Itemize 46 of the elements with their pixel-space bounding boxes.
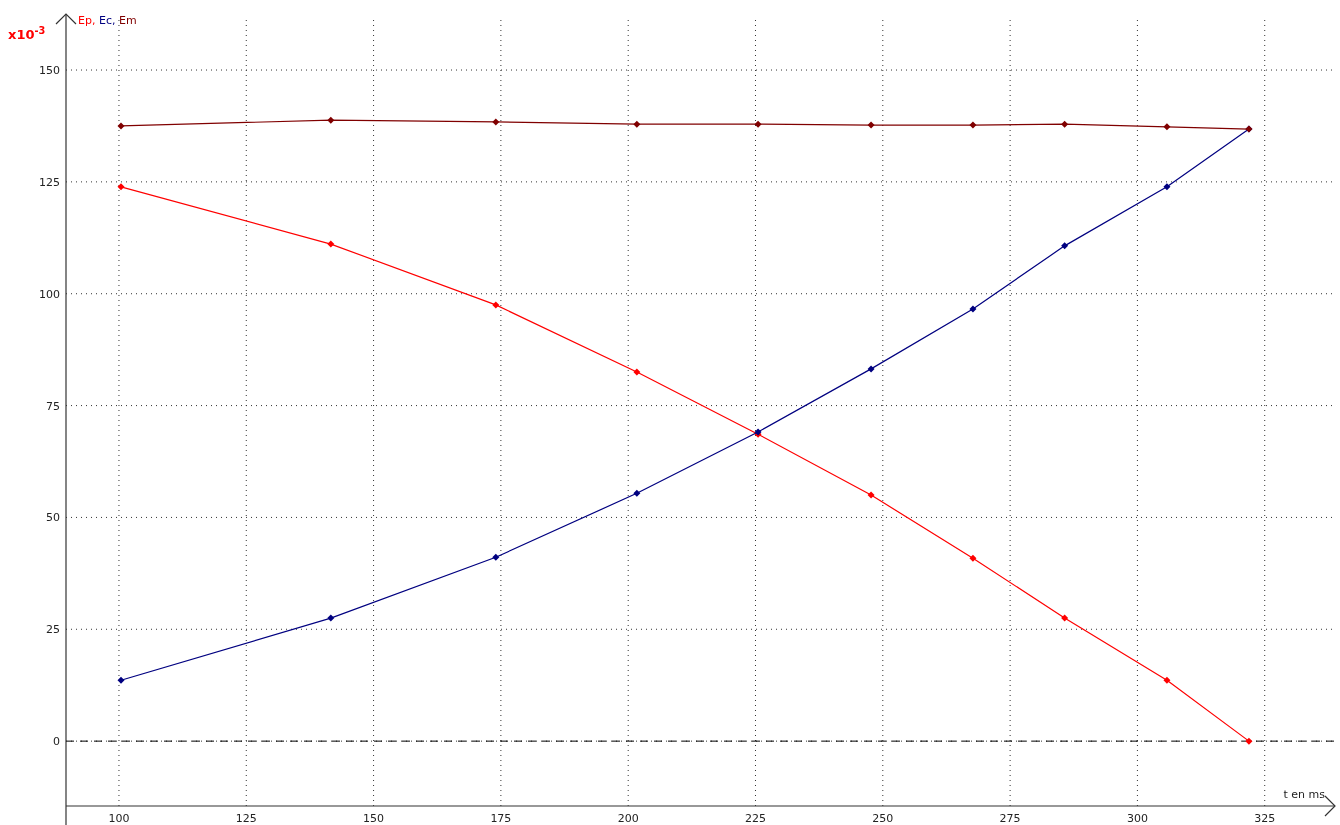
point <box>1163 123 1171 131</box>
point <box>492 553 500 561</box>
point <box>633 489 641 497</box>
y-tick-label: 150 <box>39 64 60 78</box>
x-tick-label: 100 <box>108 812 130 825</box>
point <box>1061 614 1069 622</box>
y-tick-label: 100 <box>39 287 60 301</box>
point <box>1061 120 1069 128</box>
x-tick-label: 125 <box>235 812 257 825</box>
point <box>327 240 335 248</box>
x-tick-label: 175 <box>490 812 512 825</box>
y-tick-label: 25 <box>46 623 60 637</box>
y-axis-title: Ep, Ec, Em <box>78 14 137 27</box>
y-tick-label: 0 <box>53 735 60 749</box>
x-tick-label: 275 <box>999 812 1021 825</box>
point <box>969 305 977 313</box>
point <box>492 118 500 126</box>
point <box>1245 737 1253 745</box>
point <box>867 491 875 499</box>
point <box>754 120 762 128</box>
point <box>969 554 977 562</box>
point <box>327 116 335 124</box>
x-tick-label: 225 <box>745 812 766 825</box>
point <box>492 301 500 309</box>
point <box>1163 676 1171 684</box>
x-tick-label: 250 <box>872 812 894 825</box>
point <box>117 183 125 191</box>
point <box>867 365 875 373</box>
text: x10$^{-3}$ <box>8 24 46 42</box>
y-tick-label: 75 <box>46 399 60 413</box>
point <box>117 676 125 684</box>
point <box>1061 242 1069 250</box>
point <box>117 122 125 130</box>
point <box>633 368 641 376</box>
y-tick-label: 50 <box>46 511 60 525</box>
point <box>1163 183 1171 191</box>
point <box>969 121 977 129</box>
y-tick-label: 125 <box>39 175 60 189</box>
x-tick-label: 150 <box>363 812 385 825</box>
x-tick-label: 300 <box>1126 812 1148 825</box>
point <box>327 614 335 622</box>
point <box>867 121 875 129</box>
x-tick-label: 325 <box>1254 812 1276 825</box>
x-tick-label: 200 <box>617 812 639 825</box>
point <box>633 120 641 128</box>
x-axis-title: t en ms <box>1283 788 1326 801</box>
